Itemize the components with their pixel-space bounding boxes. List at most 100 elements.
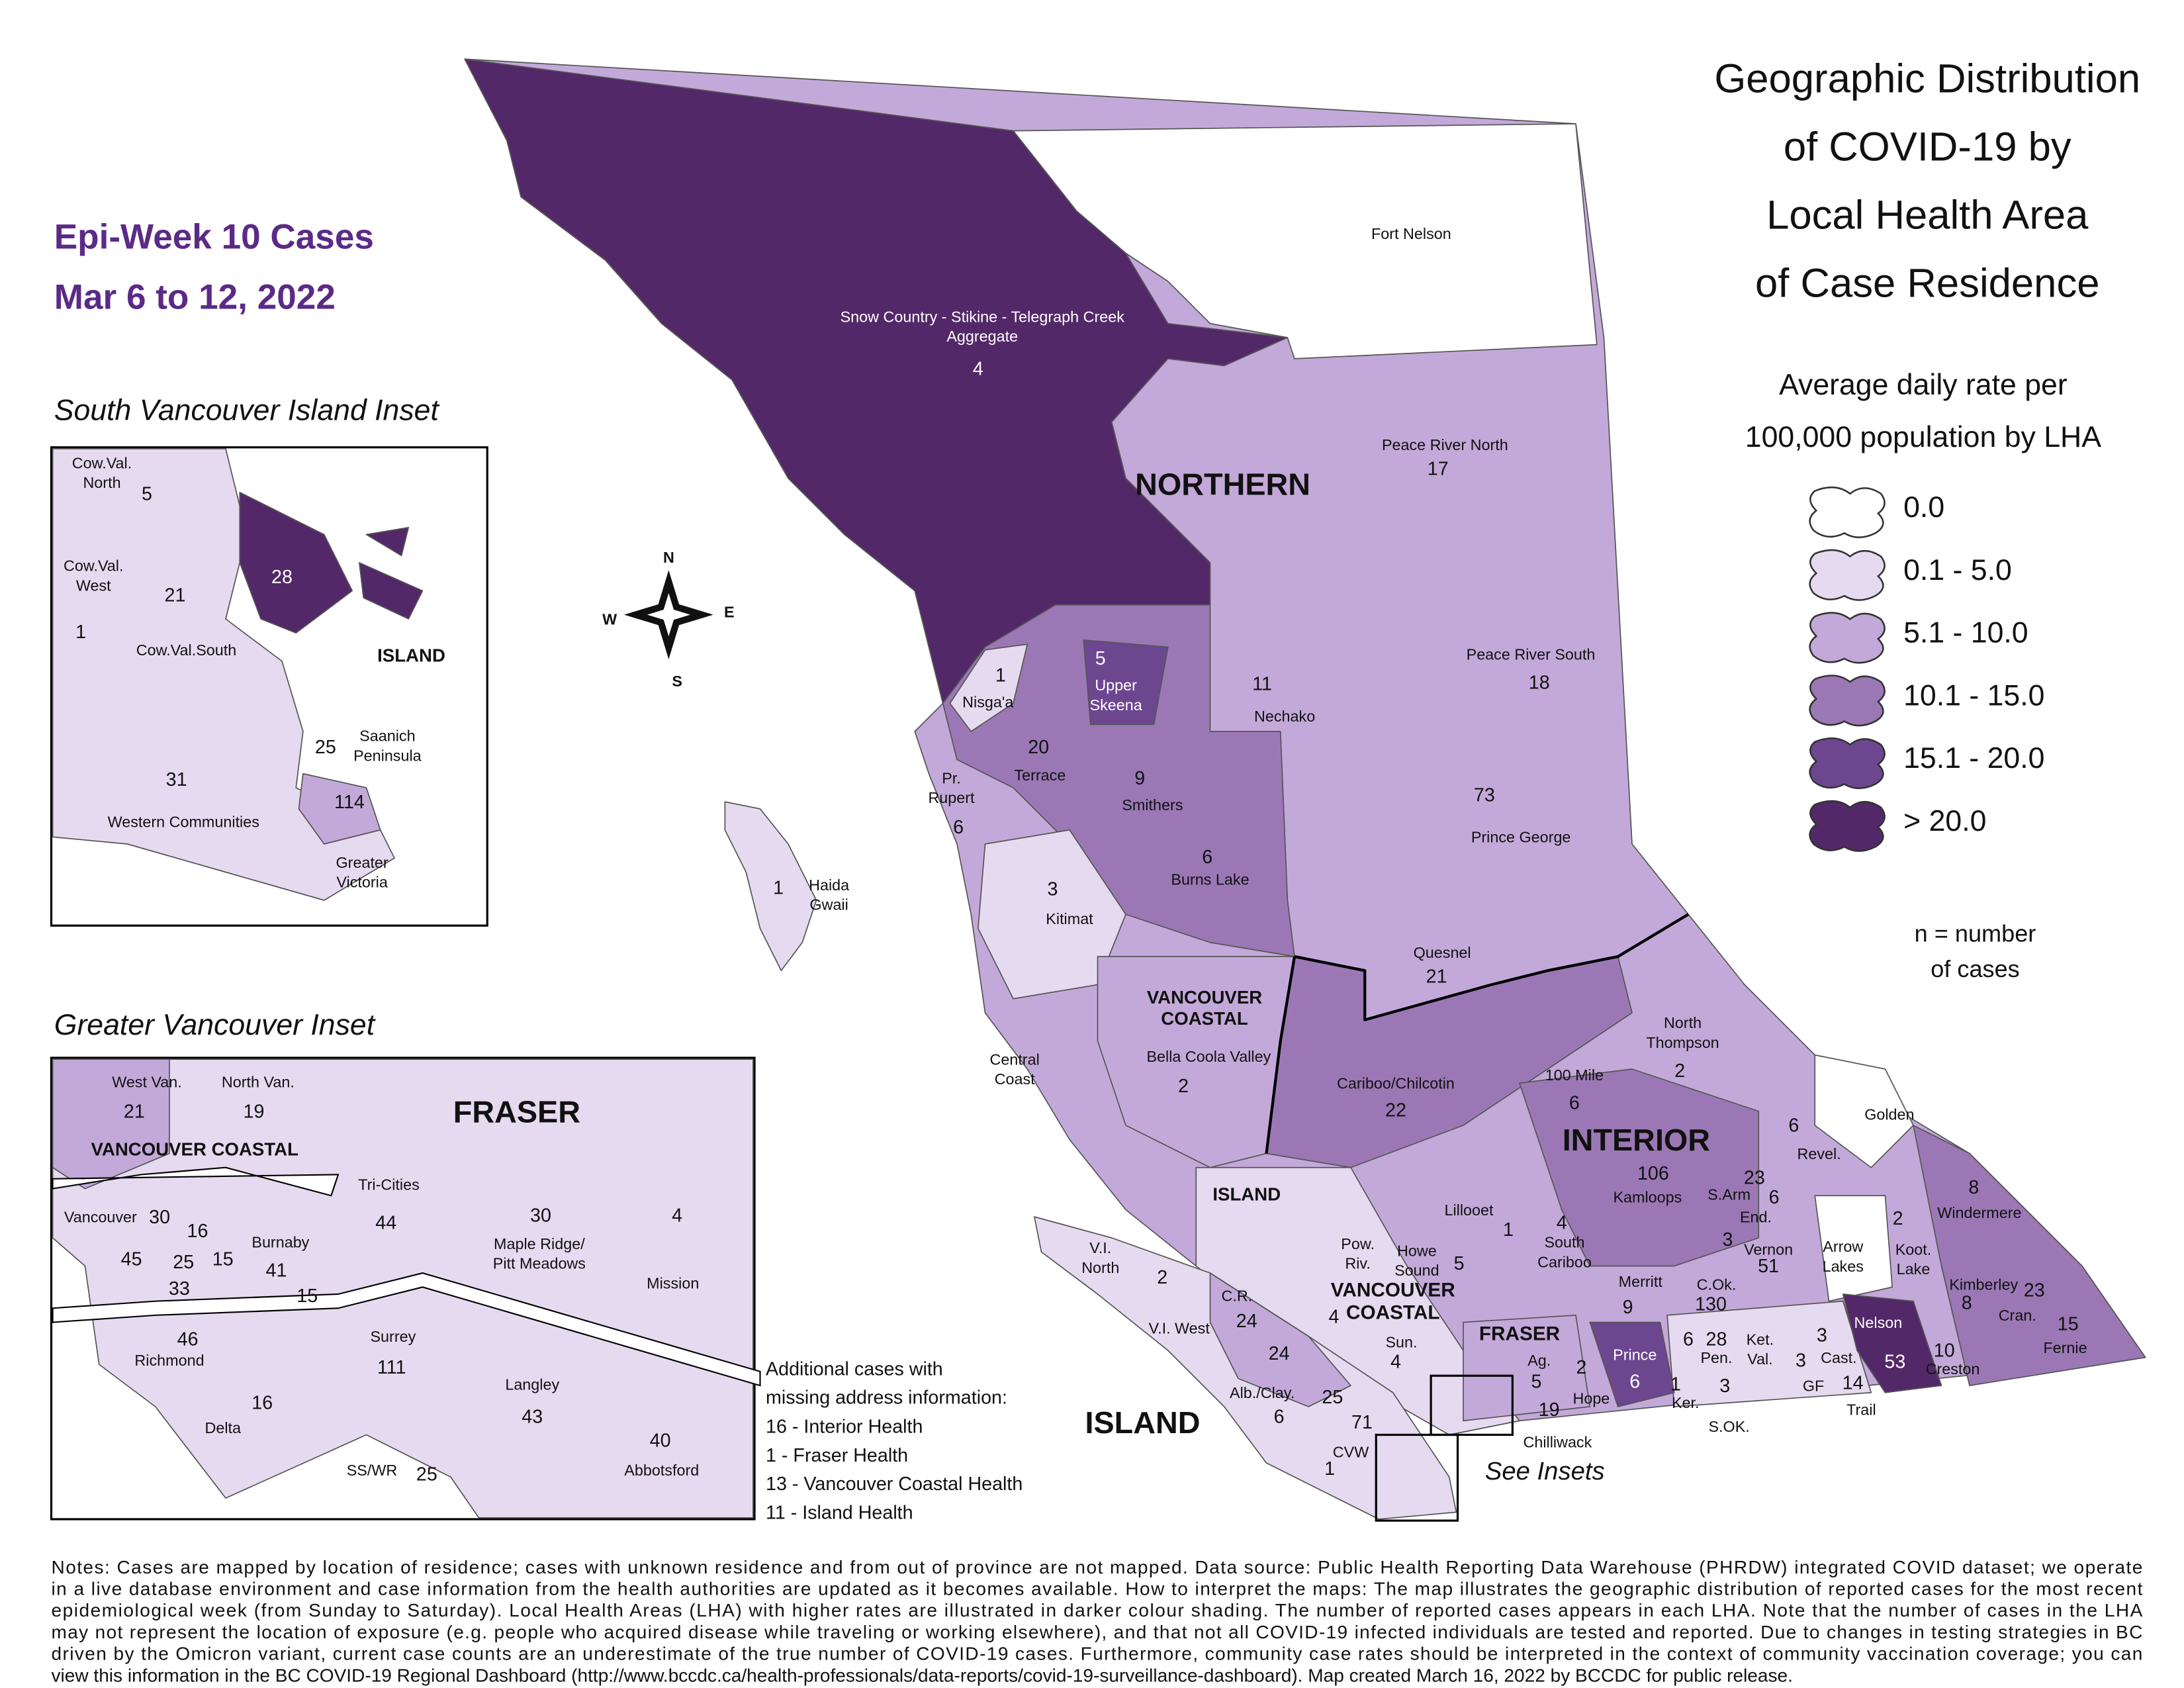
region-shape (949, 643, 1028, 732)
case-count: 1 (75, 622, 86, 643)
case-count: 19 (1539, 1399, 1560, 1421)
area-name: Trail (1846, 1401, 1876, 1419)
area-name: West Van. (112, 1073, 182, 1090)
region-shape (1463, 1315, 1591, 1422)
case-count: 15 (296, 1286, 318, 1307)
area-name: Sound (1394, 1262, 1439, 1279)
area-name: Pow. (1341, 1235, 1375, 1252)
health-authority-label: VANCOUVER (1331, 1280, 1455, 1301)
area-name: 100 Mile (1545, 1066, 1604, 1084)
area-name: Upper (1095, 677, 1137, 694)
case-count: 14 (1843, 1373, 1864, 1394)
health-authority-label: FRASER (453, 1094, 580, 1129)
area-name: Cow.Val.South (136, 641, 237, 659)
case-count: 4 (1557, 1212, 1567, 1233)
area-name: Howe (1397, 1242, 1437, 1259)
case-count: 20 (1028, 737, 1049, 758)
legend-swatch (1809, 675, 1886, 727)
area-name: Nechako (1254, 708, 1315, 725)
case-count: 130 (1695, 1294, 1727, 1315)
area-name: Alb./Clay. (1230, 1384, 1295, 1401)
area-name: Cariboo/Chilcotin (1337, 1075, 1455, 1092)
region-shape (1842, 1293, 1942, 1393)
case-count: 6 (1769, 1187, 1780, 1208)
area-name: Fernie (2043, 1339, 2087, 1356)
case-count: 21 (1426, 966, 1447, 987)
case-count: 15 (212, 1249, 234, 1270)
compass-letter: W (602, 610, 617, 628)
case-count: 15 (2058, 1313, 2079, 1335)
area-name: Western Communities (108, 813, 259, 830)
map-title: Local Health Area (1766, 193, 2089, 238)
case-count: 24 (1236, 1311, 1257, 1332)
case-count: 111 (377, 1357, 406, 1378)
case-count: 6 (1683, 1329, 1694, 1350)
case-count: 33 (169, 1278, 190, 1299)
compass-letter: S (672, 673, 682, 690)
area-name: Peace River South (1467, 645, 1596, 663)
case-count: 2 (1893, 1208, 1903, 1229)
case-count: 46 (177, 1329, 199, 1350)
case-count: 6 (1629, 1371, 1640, 1392)
missing-address-line: 11 - Island Health (766, 1503, 913, 1524)
region-shape (1814, 1195, 1893, 1302)
case-count: 11 (1252, 673, 1272, 694)
case-count: 25 (416, 1464, 437, 1485)
case-count: 24 (1269, 1343, 1290, 1364)
area-name: SS/WR (347, 1462, 398, 1479)
area-name: Revel. (1797, 1145, 1841, 1162)
case-count: 16 (251, 1392, 273, 1413)
area-name: Surrey (370, 1328, 416, 1345)
inset-water (52, 1272, 761, 1387)
area-name: Snow Country - Stikine - Telegraph Creek (841, 308, 1125, 325)
case-count: 2 (1178, 1076, 1189, 1097)
area-name: Fort Nelson (1371, 225, 1451, 242)
area-name: Val. (1747, 1350, 1773, 1368)
case-count: 19 (244, 1101, 265, 1122)
health-authority-label: FRASER (1479, 1323, 1560, 1344)
health-authority-label: NORTHERN (1135, 467, 1310, 502)
area-name: Lakes (1823, 1258, 1864, 1275)
area-name: Kitimat (1046, 910, 1093, 927)
area-name: North Van. (222, 1073, 295, 1090)
case-count: 1 (1670, 1374, 1681, 1395)
map-title: of Case Residence (1755, 261, 2100, 306)
area-name: V.I. West (1149, 1319, 1210, 1336)
epi-week: Epi-Week 10 Cases (54, 217, 374, 256)
area-name: Thompson (1646, 1034, 1719, 1051)
region-shape (1209, 1272, 1351, 1407)
missing-address-line: 1 - Fraser Health (766, 1445, 908, 1466)
case-count: 4 (1390, 1352, 1401, 1373)
area-name: Burnaby (251, 1234, 309, 1251)
area-name: Merritt (1619, 1273, 1663, 1290)
area-name: V.I. (1089, 1239, 1111, 1256)
case-count: 4 (1329, 1307, 1340, 1328)
inset-locator (1375, 1433, 1459, 1522)
case-count: 5 (1454, 1253, 1465, 1274)
legend-swatch (1809, 800, 1886, 852)
region-shape (1519, 1068, 1760, 1267)
case-count: 1 (1503, 1219, 1514, 1241)
area-name: Nisga'a (962, 694, 1013, 711)
compass-rose (623, 570, 713, 660)
area-name: Central (989, 1051, 1039, 1068)
case-count: 6 (1569, 1093, 1580, 1114)
note-line: may not represent the location of exposu… (52, 1622, 2143, 1642)
compass-star (642, 588, 696, 641)
missing-address-heading: Additional cases with (766, 1358, 943, 1380)
area-name: Tri-Cities (358, 1176, 420, 1194)
legend-swatch (1809, 549, 1886, 601)
case-count: 4 (973, 358, 983, 379)
health-authority-label: ISLAND (1085, 1405, 1200, 1440)
health-authority-label: VANCOUVER (1147, 987, 1262, 1008)
map-title: of COVID-19 by (1784, 124, 2071, 170)
area-name: Rupert (928, 789, 975, 806)
area-name: North (1081, 1259, 1119, 1276)
inset-title: Greater Vancouver Inset (54, 1009, 376, 1041)
region-shape (298, 773, 381, 845)
area-name: Greater (336, 854, 388, 871)
area-name: Cast. (1821, 1349, 1857, 1366)
case-count: 1 (773, 878, 784, 899)
case-count: 45 (121, 1249, 142, 1270)
compass-letter: N (663, 549, 674, 566)
